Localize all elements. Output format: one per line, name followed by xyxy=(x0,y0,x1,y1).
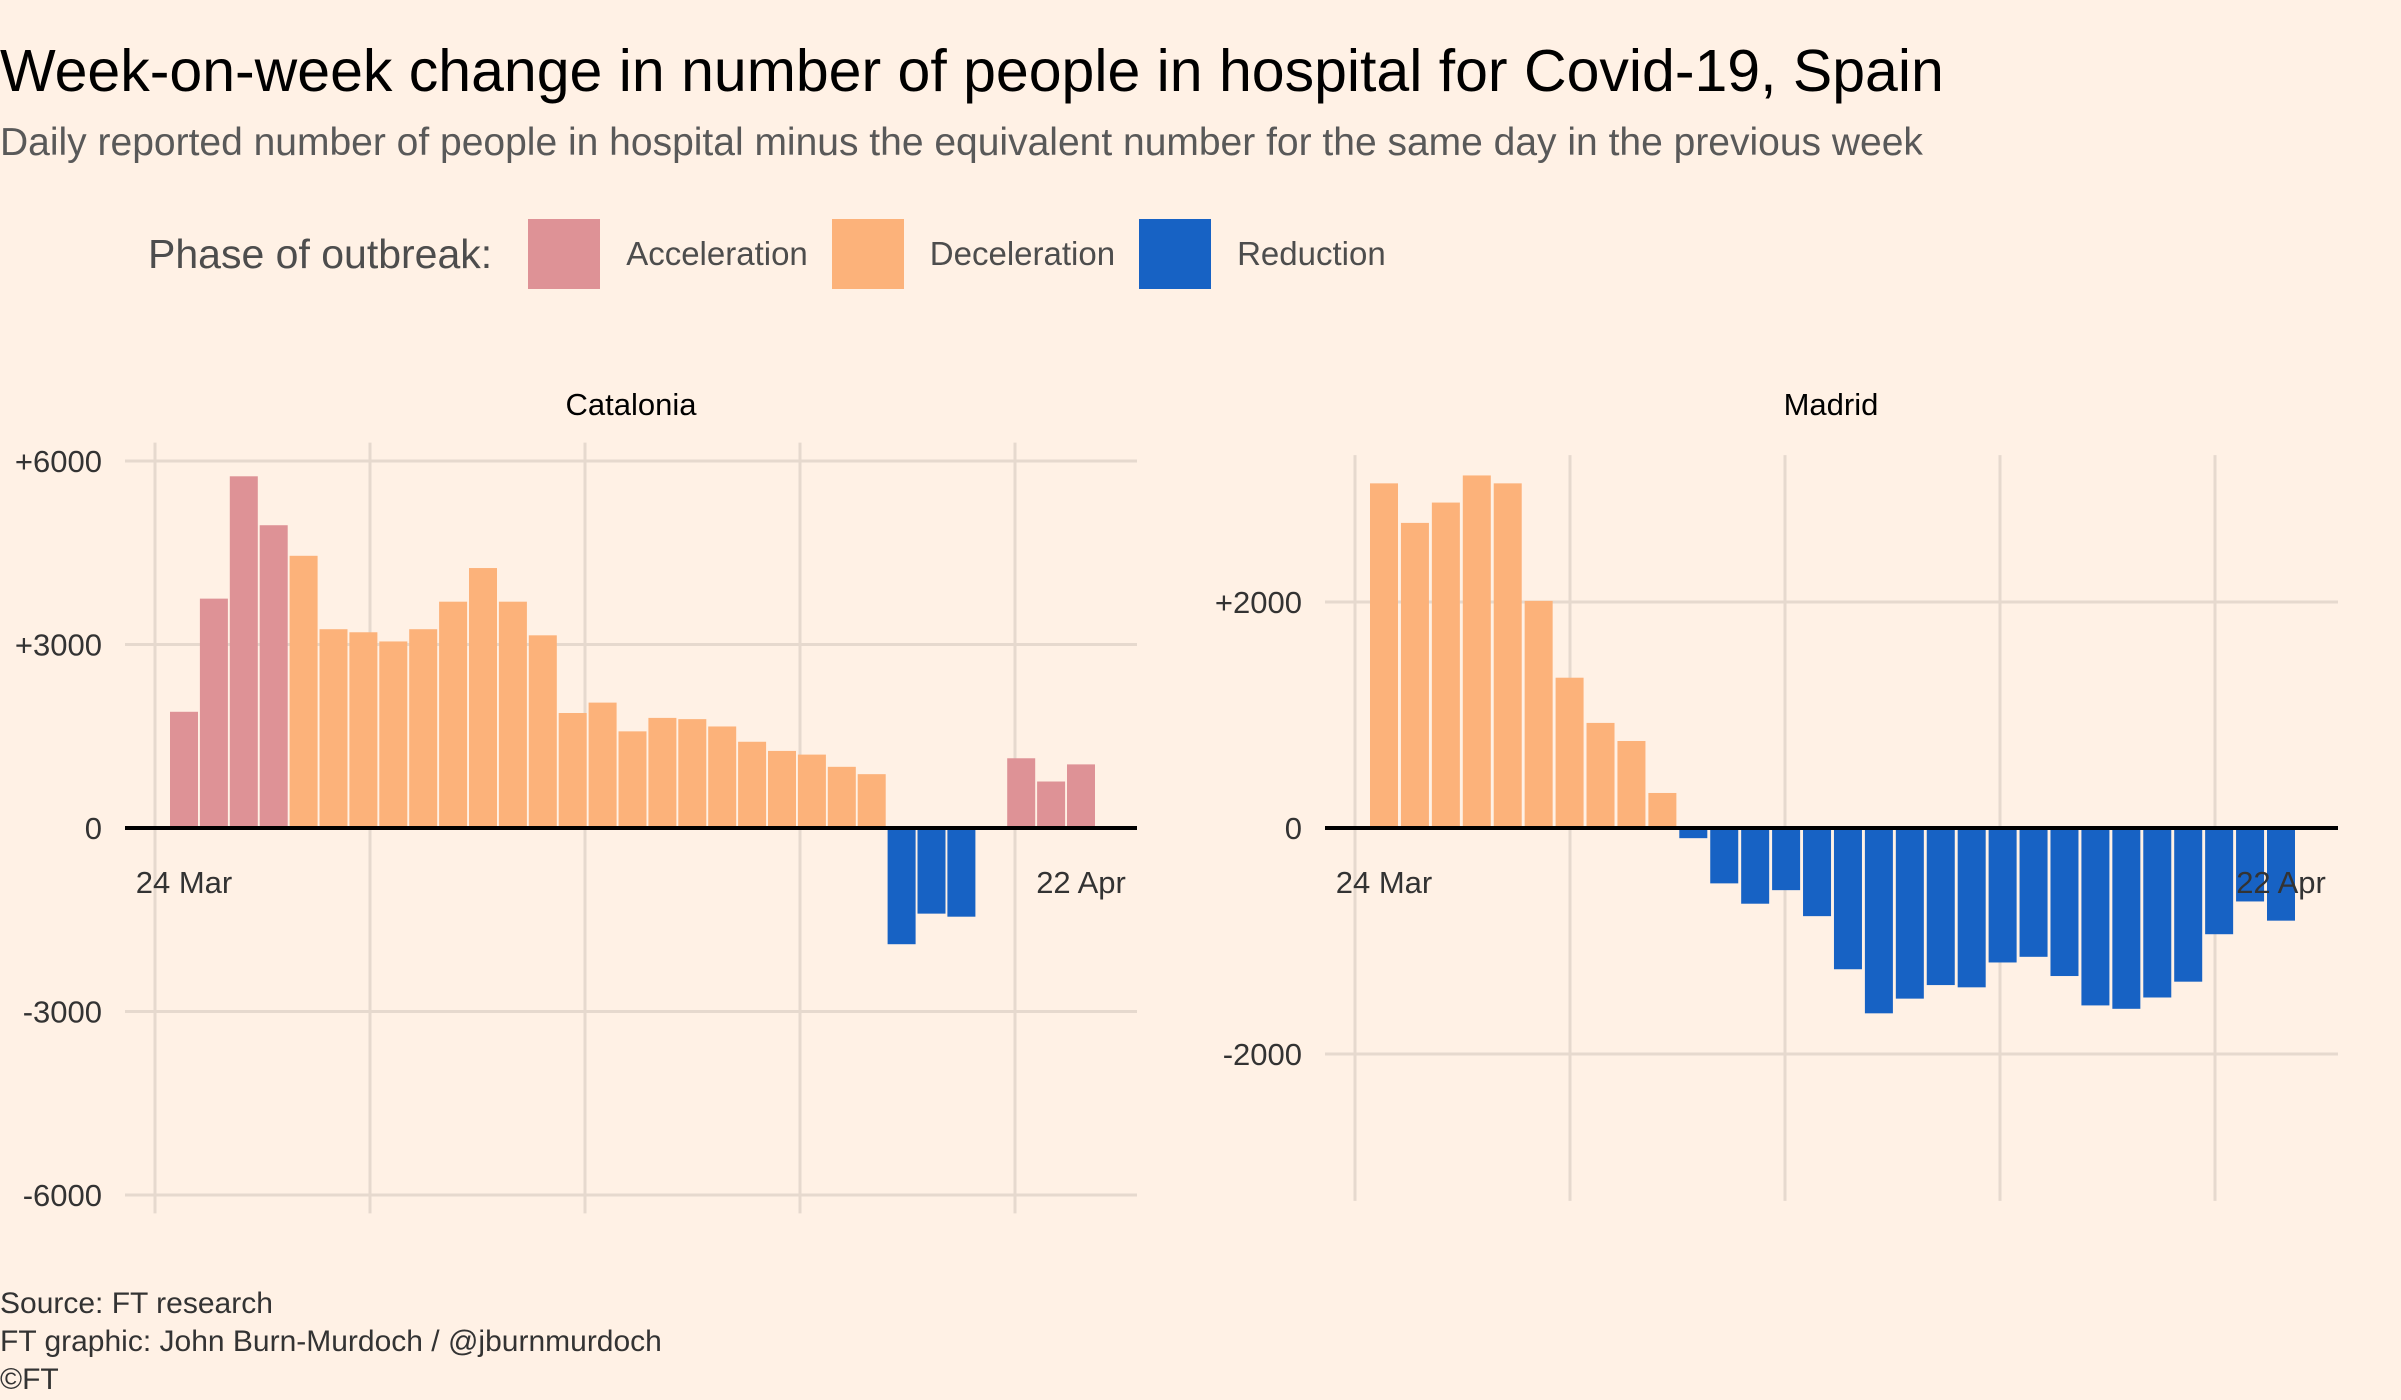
credit-note: FT graphic: John Burn-Murdoch / @jburnmu… xyxy=(0,1325,662,1358)
bar xyxy=(439,601,468,828)
legend-item-acceleration: Acceleration xyxy=(528,219,808,289)
bar xyxy=(1648,792,1677,828)
bar xyxy=(498,601,527,828)
y-tick-label: 0 xyxy=(85,811,102,846)
bar xyxy=(2143,828,2172,998)
legend-swatch-acceleration xyxy=(528,219,601,289)
legend-item-deceleration: Deceleration xyxy=(831,219,1116,289)
bar xyxy=(947,828,976,917)
source-note: Source: FT research xyxy=(0,1287,273,1320)
bar xyxy=(1431,502,1460,828)
panel-title: Madrid xyxy=(1784,387,1879,422)
bar xyxy=(1617,740,1646,828)
bar xyxy=(1926,828,1955,986)
panel-title: Catalonia xyxy=(566,387,698,422)
bar xyxy=(1679,828,1708,839)
bar xyxy=(1462,475,1491,828)
x-tick-label: 22 Apr xyxy=(1036,865,1126,900)
bar xyxy=(319,629,348,828)
bar xyxy=(1833,828,1862,970)
y-tick-label: -6000 xyxy=(23,1178,102,1213)
bar xyxy=(289,555,318,828)
x-tick-label: 24 Mar xyxy=(1336,865,1432,900)
y-tick-label: +3000 xyxy=(15,628,102,663)
bar xyxy=(1555,677,1584,828)
chart-subtitle: Daily reported number of people in hospi… xyxy=(0,121,1923,164)
bar xyxy=(469,568,497,828)
bar xyxy=(1957,828,1986,988)
bar xyxy=(857,774,886,828)
bar xyxy=(738,741,767,828)
bar xyxy=(558,713,587,828)
bar xyxy=(170,711,198,828)
y-tick-label: 0 xyxy=(1285,811,1302,846)
x-tick-label: 22 Apr xyxy=(2236,865,2326,900)
bar xyxy=(1493,483,1522,828)
bar xyxy=(1007,758,1036,828)
bar xyxy=(827,766,856,828)
bar xyxy=(708,726,737,828)
bar xyxy=(229,476,258,828)
bar xyxy=(1864,828,1893,1014)
legend-swatch-reduction xyxy=(1139,219,1212,289)
bar xyxy=(1895,828,1924,999)
bar xyxy=(2236,828,2265,902)
bar xyxy=(2205,828,2234,935)
x-tick-label: 24 Mar xyxy=(136,865,232,900)
bar xyxy=(1586,722,1615,828)
bar xyxy=(678,719,707,828)
copyright-note: ©FT xyxy=(0,1363,59,1396)
bar xyxy=(1988,828,2017,963)
bar xyxy=(648,717,677,828)
bar xyxy=(768,750,796,828)
bar xyxy=(199,598,228,828)
bar xyxy=(2267,828,2295,921)
y-tick-label: +2000 xyxy=(1215,585,1302,620)
y-tick-label: -3000 xyxy=(23,995,102,1030)
bar xyxy=(588,702,617,828)
legend-title: Phase of outbreak: xyxy=(148,230,493,277)
bar xyxy=(1803,828,1832,917)
bar xyxy=(1067,764,1095,828)
bar xyxy=(1370,483,1398,828)
bar xyxy=(2019,828,2048,957)
bar xyxy=(917,828,946,914)
bar xyxy=(797,754,826,828)
bar xyxy=(1400,522,1429,828)
chart-title: Week-on-week change in number of people … xyxy=(0,38,1944,104)
panel-madrid: Madrid -2000 0 +2000 24 Mar 22 Apr xyxy=(1215,387,2338,1201)
charts-area: Catalonia -6000 -3000 0 +3000 +6000 24 Mar 22 A… xyxy=(15,387,2338,1214)
bar xyxy=(1741,828,1770,904)
bar xyxy=(2174,828,2203,982)
bar xyxy=(528,635,557,828)
legend-label-deceleration: Deceleration xyxy=(929,235,1116,272)
bar xyxy=(349,632,378,828)
bar xyxy=(887,828,916,945)
footer: Source: FT research FT graphic: John Bur… xyxy=(0,1285,662,1399)
legend-item-reduction: Reduction xyxy=(1139,219,1386,289)
bar xyxy=(1524,600,1553,828)
bar xyxy=(1772,828,1801,891)
bar xyxy=(1037,781,1066,828)
legend: Phase of outbreak: Acceleration Decelera… xyxy=(148,218,1410,290)
legend-swatch-deceleration xyxy=(831,219,904,289)
bar xyxy=(259,525,288,828)
y-tick-label: -2000 xyxy=(1223,1037,1302,1072)
legend-label-reduction: Reduction xyxy=(1237,235,1386,272)
bar xyxy=(618,731,647,828)
bar xyxy=(1710,828,1739,884)
bar xyxy=(2081,828,2110,1006)
bar xyxy=(379,641,408,828)
panel-catalonia: Catalonia -6000 -3000 0 +3000 +6000 24 Mar 22 A… xyxy=(15,387,1137,1214)
bar xyxy=(2112,828,2141,1009)
legend-label-acceleration: Acceleration xyxy=(626,235,808,272)
bar xyxy=(409,629,438,828)
y-tick-label: +6000 xyxy=(15,444,102,479)
bar xyxy=(2050,828,2079,977)
